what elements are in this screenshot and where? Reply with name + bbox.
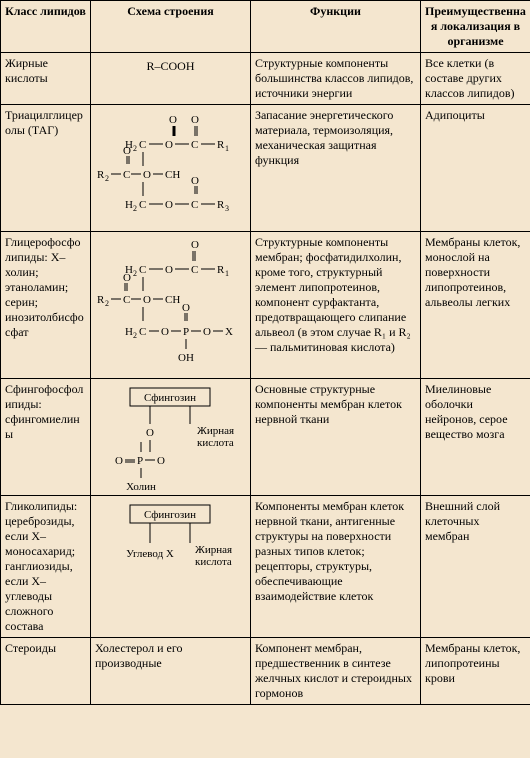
cell-loc: Внешний слой клеточных мембран bbox=[421, 496, 530, 638]
svg-text:R: R bbox=[97, 169, 105, 181]
svg-text:2: 2 bbox=[133, 269, 137, 278]
scheme-tag: O H2 C O C R1 O bbox=[95, 108, 250, 228]
svg-text:R: R bbox=[217, 199, 225, 211]
table-row: Гликолипиды: цереброзиды, если X–моносах… bbox=[1, 496, 530, 638]
cell-scheme: Холестерол и его производные bbox=[91, 638, 251, 705]
svg-text:C: C bbox=[139, 139, 146, 151]
header-loc: Преимущественная локализация в организме bbox=[421, 1, 530, 53]
svg-text:C: C bbox=[123, 294, 130, 306]
svg-text:2: 2 bbox=[133, 204, 137, 213]
svg-text:C: C bbox=[123, 169, 130, 181]
cell-loc: Миелиновые оболочки нейронов, серое веще… bbox=[421, 379, 530, 496]
svg-text:2: 2 bbox=[133, 144, 137, 153]
table-row: Сфингофосфолипиды: сфингомиелины Сфингоз… bbox=[1, 379, 530, 496]
svg-text:O: O bbox=[203, 326, 211, 338]
table-row: Жирные кислоты R–COOH Структурные компон… bbox=[1, 53, 530, 105]
svg-text:H: H bbox=[125, 326, 133, 338]
svg-text:O: O bbox=[123, 272, 131, 284]
scheme-gpl: O H2 C O C R1 R2 C O bbox=[95, 235, 250, 375]
header-class: Класс липидов bbox=[1, 1, 91, 53]
header-scheme: Схема строения bbox=[91, 1, 251, 53]
svg-text:C: C bbox=[139, 326, 146, 338]
svg-text:3: 3 bbox=[225, 204, 229, 213]
svg-text:кислота: кислота bbox=[197, 437, 234, 449]
choline-label: Холин bbox=[126, 481, 156, 492]
svg-text:CH: CH bbox=[165, 294, 180, 306]
svg-text:R: R bbox=[217, 264, 225, 276]
scheme-sphingo: Сфингозин O Жирная кислота O P O Холин bbox=[95, 382, 250, 492]
svg-text:1: 1 bbox=[225, 144, 229, 153]
cell-loc: Мембраны клеток, монослой на поверхности… bbox=[421, 232, 530, 379]
svg-text:H: H bbox=[125, 199, 133, 211]
cell-scheme: O H2 C O C R1 O bbox=[91, 105, 251, 232]
cell-class: Триацилглицеролы (ТАГ) bbox=[1, 105, 91, 232]
cell-loc: Мембраны клеток, липопротеины крови bbox=[421, 638, 530, 705]
sphingosine-label: Сфингозин bbox=[144, 392, 196, 404]
svg-text:1: 1 bbox=[225, 269, 229, 278]
svg-text:C: C bbox=[191, 264, 198, 276]
cell-class: Глицерофосфолипиды: X–холин; этаноламин;… bbox=[1, 232, 91, 379]
svg-text:2: 2 bbox=[133, 331, 137, 340]
svg-text:P: P bbox=[137, 455, 143, 467]
svg-text:O: O bbox=[115, 455, 123, 467]
cell-func: Структурные компоненты большинства класс… bbox=[251, 53, 421, 105]
svg-text:O: O bbox=[191, 175, 199, 187]
svg-text:O: O bbox=[143, 169, 151, 181]
svg-text:R: R bbox=[217, 139, 225, 151]
svg-text:O: O bbox=[165, 199, 173, 211]
cell-scheme: Сфингозин O Жирная кислота O P O Холин bbox=[91, 379, 251, 496]
svg-text:O: O bbox=[157, 455, 165, 467]
cell-scheme: R–COOH bbox=[91, 53, 251, 105]
cell-func: Запасание энергетического материала, тер… bbox=[251, 105, 421, 232]
svg-text:C: C bbox=[139, 199, 146, 211]
svg-text:X: X bbox=[225, 326, 233, 338]
svg-text:O: O bbox=[191, 239, 199, 251]
svg-text:R: R bbox=[97, 294, 105, 306]
svg-text:O: O bbox=[123, 145, 131, 157]
svg-text:P: P bbox=[183, 326, 189, 338]
cell-loc: Все клетки (в составе других классов лип… bbox=[421, 53, 530, 105]
svg-text:кислота: кислота bbox=[195, 556, 232, 568]
svg-text:Жирная: Жирная bbox=[195, 544, 232, 556]
table-row: Глицерофосфолипиды: X–холин; этаноламин;… bbox=[1, 232, 530, 379]
lipid-table: Класс липидов Схема строения Функции Пре… bbox=[0, 0, 530, 705]
header-func: Функции bbox=[251, 1, 421, 53]
cell-scheme: O H2 C O C R1 R2 C O bbox=[91, 232, 251, 379]
carb-label: Углевод X bbox=[126, 548, 174, 560]
cell-scheme: Сфингозин Углевод X Жирная кислота bbox=[91, 496, 251, 638]
cell-func: Компоненты мембран клеток нервной ткани,… bbox=[251, 496, 421, 638]
svg-text:2: 2 bbox=[105, 174, 109, 183]
svg-text:O: O bbox=[161, 326, 169, 338]
svg-text:O: O bbox=[191, 114, 199, 126]
cell-func: Структурные компоненты мембран; фосфатид… bbox=[251, 232, 421, 379]
scheme-glyco: Сфингозин Углевод X Жирная кислота bbox=[95, 499, 250, 589]
svg-text:O: O bbox=[165, 264, 173, 276]
svg-text:C: C bbox=[139, 264, 146, 276]
svg-text:OH: OH bbox=[178, 352, 194, 364]
cell-func: Основные структурные компоненты мембран … bbox=[251, 379, 421, 496]
svg-text:2: 2 bbox=[105, 299, 109, 308]
svg-text:O: O bbox=[169, 114, 177, 126]
cell-loc: Адипоциты bbox=[421, 105, 530, 232]
svg-text:C: C bbox=[191, 139, 198, 151]
svg-text:O: O bbox=[143, 294, 151, 306]
cell-class: Жирные кислоты bbox=[1, 53, 91, 105]
cell-class: Стероиды bbox=[1, 638, 91, 705]
sphingosine-label: Сфингозин bbox=[144, 509, 196, 521]
svg-text:C: C bbox=[191, 199, 198, 211]
table-row: Триацилглицеролы (ТАГ) O H2 C O C R1 bbox=[1, 105, 530, 232]
cell-func: Компонент мембран, предшественник в синт… bbox=[251, 638, 421, 705]
svg-text:O: O bbox=[146, 427, 154, 439]
table-header-row: Класс липидов Схема строения Функции Пре… bbox=[1, 1, 530, 53]
svg-text:O: O bbox=[182, 302, 190, 314]
cell-class: Сфингофосфолипиды: сфингомиелины bbox=[1, 379, 91, 496]
svg-text:O: O bbox=[165, 139, 173, 151]
svg-text:CH: CH bbox=[165, 169, 180, 181]
svg-text:Жирная: Жирная bbox=[197, 425, 234, 437]
table-row: Стероиды Холестерол и его производные Ко… bbox=[1, 638, 530, 705]
cell-class: Гликолипиды: цереброзиды, если X–моносах… bbox=[1, 496, 91, 638]
